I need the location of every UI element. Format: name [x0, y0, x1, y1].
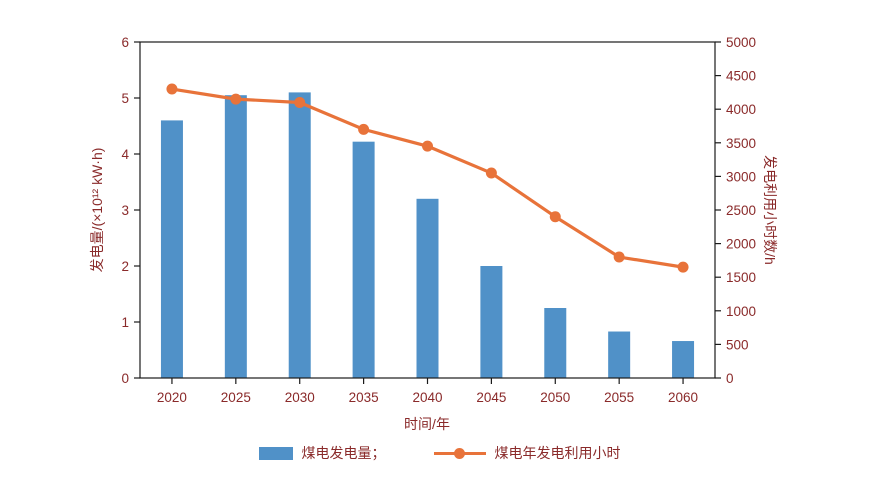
tick-label: 3500 — [726, 136, 756, 151]
line-marker — [358, 123, 370, 135]
tick-label: 2020 — [157, 390, 187, 405]
tick-label: 1000 — [726, 304, 756, 319]
tick-label: 4000 — [726, 102, 756, 117]
line-marker — [549, 211, 561, 223]
line-marker — [485, 167, 497, 179]
legend-item-line-series: 煤电年发电利用小时 — [433, 443, 621, 463]
tick-label: 4500 — [726, 69, 756, 84]
tick-label: 1 — [121, 315, 129, 330]
line-marker — [230, 93, 242, 105]
legend-label: 煤电发电量； — [301, 445, 386, 461]
left-axis-title: 发电量/(×10¹² kW·h) — [89, 147, 105, 273]
line-marker — [677, 261, 689, 273]
bar-swatch-icon — [258, 446, 293, 460]
tick-label: 6 — [121, 35, 129, 50]
tick-label: 2035 — [349, 390, 379, 405]
tick-label: 0 — [121, 371, 129, 386]
tick-label: 2030 — [285, 390, 315, 405]
legend-item-bar-series: 煤电发电量； — [258, 443, 386, 463]
tick-label: 5000 — [726, 35, 756, 50]
tick-label: 2050 — [540, 390, 570, 405]
tick-label: 2040 — [412, 390, 442, 405]
line-marker — [613, 251, 625, 263]
bar — [416, 198, 439, 378]
line-marker-swatch-icon — [433, 447, 486, 460]
tick-label: 2045 — [476, 390, 506, 405]
bar — [160, 120, 183, 379]
tick-label: 3000 — [726, 169, 756, 184]
right-axis-title: 发电利用小时数/h — [762, 155, 778, 265]
bar — [288, 92, 311, 379]
tick-label: 5 — [121, 91, 129, 106]
tick-label: 2060 — [668, 390, 698, 405]
tick-label: 500 — [726, 337, 749, 352]
tick-label: 4 — [121, 147, 129, 162]
line-marker — [294, 96, 306, 108]
tick-label: 2500 — [726, 203, 756, 218]
tick-label: 2 — [121, 259, 129, 274]
line-marker — [422, 140, 433, 152]
bar — [352, 141, 375, 378]
x-axis-title: 时间/年 — [404, 416, 450, 432]
tick-label: 3 — [121, 203, 129, 218]
legend-label: 煤电年发电利用小时 — [494, 445, 621, 461]
bar — [672, 341, 695, 378]
tick-label: 2055 — [604, 390, 634, 405]
bar — [544, 308, 567, 378]
tick-label: 0 — [726, 371, 734, 386]
bar — [224, 95, 247, 378]
bar — [480, 266, 503, 378]
bar — [608, 331, 631, 378]
chart-legend: 煤电发电量； 煤电年发电利用小时 — [0, 443, 879, 463]
line-marker — [166, 83, 178, 95]
tick-label: 2000 — [726, 237, 756, 252]
tick-label: 1500 — [726, 270, 756, 285]
tick-label: 2025 — [221, 390, 251, 405]
